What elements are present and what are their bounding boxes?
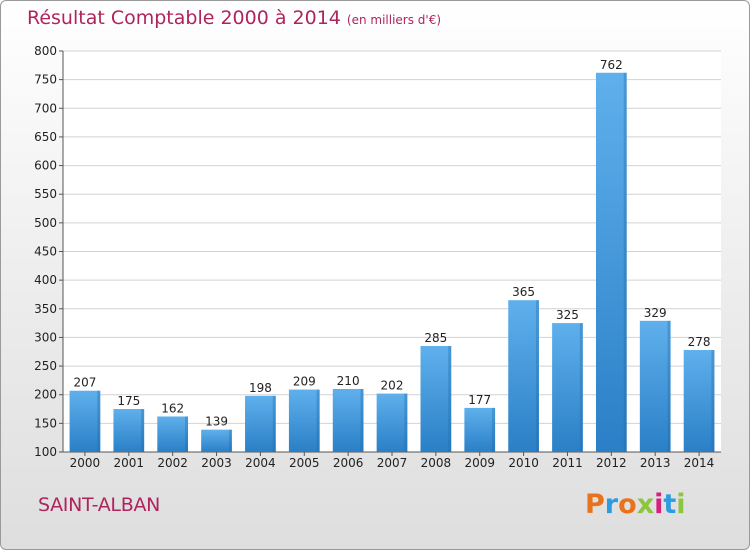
x-tick-label: 2011 [552, 456, 583, 470]
place-name: SAINT-ALBAN [38, 494, 161, 516]
logo-letter: t [663, 489, 677, 520]
proxiti-logo: Proxiti [585, 489, 686, 520]
bar [245, 395, 276, 452]
logo-letter: x [636, 489, 655, 520]
x-tick-label: 2007 [377, 456, 408, 470]
bar-edge [316, 389, 320, 452]
y-tick-label: 550 [34, 187, 57, 201]
bar-edge [667, 320, 671, 452]
y-tick-label: 200 [34, 388, 57, 402]
bar [552, 323, 583, 452]
bar [508, 300, 539, 452]
bar-edge [448, 346, 452, 452]
y-tick-label: 700 [34, 101, 57, 115]
bar [595, 72, 627, 453]
bar-value-label: 285 [424, 331, 447, 345]
bar [464, 407, 496, 452]
bar [69, 390, 101, 452]
bar [639, 320, 671, 452]
bar-value-label: 162 [161, 401, 184, 415]
logo-letter: P [585, 489, 605, 520]
bar [113, 409, 145, 452]
y-tick-label: 800 [34, 44, 57, 58]
x-tick-label: 2009 [464, 456, 495, 470]
x-tick-label: 2000 [70, 456, 101, 470]
bar-value-label: 278 [688, 335, 711, 349]
x-tick-label: 2004 [245, 456, 276, 470]
y-tick-label: 250 [34, 359, 57, 373]
bar-value-label: 209 [293, 375, 316, 389]
bar-edge [579, 323, 583, 452]
bar-edge [711, 350, 715, 452]
x-tick-label: 2003 [201, 456, 232, 470]
bar [376, 393, 408, 452]
bar-value-label: 177 [468, 393, 491, 407]
x-tick-label: 2012 [596, 456, 627, 470]
bar [420, 346, 452, 452]
bar-value-label: 139 [205, 415, 228, 429]
bar [288, 389, 320, 452]
bar-edge [492, 407, 496, 452]
bar-edge [623, 72, 627, 453]
x-tick-label: 2014 [684, 456, 715, 470]
bar-edge [97, 390, 101, 452]
y-tick-label: 500 [34, 216, 57, 230]
logo-letter: r [604, 489, 619, 520]
bar-edge [535, 300, 539, 452]
bar-value-label: 325 [556, 308, 579, 322]
chart-title: Résultat Comptable 2000 à 2014 (en millie… [27, 7, 441, 29]
bar-edge [185, 416, 189, 452]
y-tick-label: 650 [34, 130, 57, 144]
bar-value-label: 762 [600, 58, 623, 72]
bar [683, 350, 715, 452]
bar-value-label: 365 [512, 285, 535, 299]
y-tick-label: 750 [34, 73, 57, 87]
y-tick-label: 100 [34, 445, 57, 459]
bar [201, 429, 232, 452]
chart-unit-label: (en milliers d'€) [346, 13, 442, 27]
bar-edge [228, 429, 232, 452]
x-tick-label: 2005 [289, 456, 320, 470]
logo-letter: o [618, 489, 637, 520]
bar-value-label: 329 [644, 306, 667, 320]
bar-value-label: 175 [117, 394, 140, 408]
logo-letter: i [654, 489, 664, 520]
bar [157, 416, 189, 452]
chart-title-text: Résultat Comptable 2000 à 2014 [27, 7, 341, 29]
bar-value-label: 210 [337, 374, 360, 388]
x-tick-label: 2013 [640, 456, 671, 470]
y-tick-label: 350 [34, 302, 57, 316]
bar-edge [404, 393, 408, 452]
bar-edge [141, 409, 145, 452]
x-tick-label: 2002 [157, 456, 188, 470]
x-tick-label: 2001 [114, 456, 145, 470]
bar-value-label: 198 [249, 381, 272, 395]
bar-value-label: 202 [381, 379, 404, 393]
bar-edge [272, 395, 276, 452]
y-tick-label: 300 [34, 330, 57, 344]
bar [332, 388, 364, 452]
x-tick-label: 2006 [333, 456, 364, 470]
x-tick-label: 2010 [508, 456, 539, 470]
y-tick-label: 450 [34, 245, 57, 259]
x-tick-label: 2008 [421, 456, 452, 470]
y-tick-label: 150 [34, 416, 57, 430]
bar-value-label: 207 [73, 376, 96, 390]
y-tick-label: 600 [34, 159, 57, 173]
bar-edge [360, 388, 364, 452]
y-tick-label: 400 [34, 273, 57, 287]
logo-letter: i [676, 489, 686, 520]
